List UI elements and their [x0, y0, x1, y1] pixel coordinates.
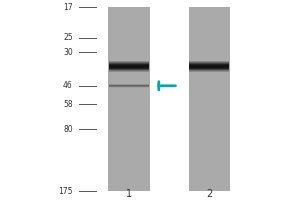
Bar	[109, 62, 149, 63]
Bar	[190, 62, 230, 63]
Bar	[190, 70, 230, 71]
Text: 2: 2	[206, 189, 213, 199]
Text: 1: 1	[126, 189, 132, 199]
Bar	[190, 65, 230, 66]
Bar	[190, 61, 230, 62]
Bar	[190, 71, 230, 72]
Bar	[190, 69, 230, 70]
Bar	[109, 71, 149, 72]
Bar	[189, 7, 230, 191]
Bar	[109, 61, 149, 62]
Bar	[190, 70, 230, 71]
Text: 25: 25	[63, 33, 73, 42]
Bar	[109, 66, 149, 67]
Bar	[190, 71, 230, 72]
Text: 58: 58	[63, 100, 73, 109]
Text: 175: 175	[58, 187, 73, 196]
Text: 17: 17	[63, 3, 73, 12]
Bar	[190, 61, 230, 62]
Bar	[190, 67, 230, 68]
Bar	[190, 68, 230, 69]
Bar	[108, 7, 150, 191]
Bar	[109, 65, 149, 66]
Bar	[109, 69, 149, 70]
Bar	[190, 63, 230, 64]
Bar	[109, 67, 149, 68]
Bar	[109, 62, 149, 63]
Bar	[190, 68, 230, 69]
Bar	[109, 70, 149, 71]
Bar	[109, 66, 149, 67]
Bar	[109, 69, 149, 70]
Bar	[190, 66, 230, 67]
Bar	[190, 63, 230, 64]
Text: 80: 80	[63, 125, 73, 134]
Bar	[190, 69, 230, 70]
Bar	[109, 67, 149, 68]
Bar	[109, 71, 149, 72]
Bar	[190, 64, 230, 65]
Bar	[190, 65, 230, 66]
Bar	[190, 66, 230, 67]
Bar	[109, 68, 149, 69]
Bar	[109, 68, 149, 69]
Bar	[190, 64, 230, 65]
Bar	[190, 67, 230, 68]
Bar	[109, 61, 149, 62]
Text: 30: 30	[63, 48, 73, 57]
Bar	[109, 63, 149, 64]
Bar	[109, 70, 149, 71]
Bar	[109, 64, 149, 65]
Bar	[109, 63, 149, 64]
Bar	[190, 62, 230, 63]
Text: 46: 46	[63, 81, 73, 90]
Bar	[109, 65, 149, 66]
Bar	[109, 64, 149, 65]
